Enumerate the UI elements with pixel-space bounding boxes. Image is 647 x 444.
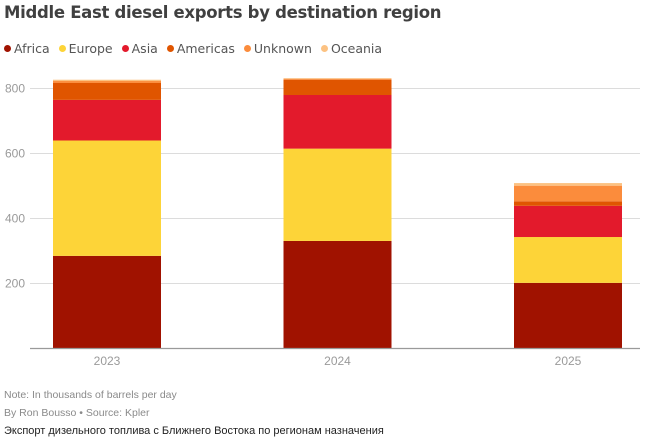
y-tick-label: 200 [5,277,25,291]
stacked-bar-chart: 200 400 600 800 2023 2024 2025 [5,78,640,368]
legend-swatch [121,45,129,52]
bar-segment-asia-2023 [53,99,161,141]
bar-segment-oceania-2025 [514,183,622,186]
x-tick-label: 2025 [555,354,582,368]
bar-segment-africa-2025 [514,282,622,349]
bar-segment-asia-2025 [514,205,622,238]
legend-item-oceania: Oceania [320,41,383,56]
chart-note: Note: In thousands of barrels per day [4,389,177,401]
legend-label: Unknown [253,41,312,56]
bar-segment-oceania-2024 [283,78,392,79]
legend-item-asia: Asia [121,41,158,56]
legend-label: Africa [14,41,50,56]
bar-segment-americas-2024 [283,79,392,95]
bar-segment-europe-2024 [283,148,392,241]
y-tick-label: 600 [5,147,25,161]
bar-segment-unknown-2025 [514,185,622,202]
chart-title: Middle East diesel exports by destinatio… [4,3,442,22]
bar-segment-oceania-2023 [53,79,161,82]
legend-swatch [166,45,174,52]
legend-swatch [320,45,328,52]
bar-segment-asia-2024 [283,95,392,149]
legend-item-unknown: Unknown [243,41,312,56]
bar-segment-unknown-2024 [283,78,392,80]
bar-segment-unknown-2023 [53,81,161,83]
legend-item-europe: Europe [58,41,113,56]
legend-item-americas: Americas [166,41,235,56]
legend-label: Asia [131,41,158,56]
bar-segment-africa-2023 [53,255,161,349]
x-tick-label: 2024 [324,354,351,368]
chart-byline: By Ron Bousso • Source: Kpler [4,407,150,419]
legend-swatch [4,45,11,52]
bar-segment-americas-2025 [514,201,622,206]
legend-label: Europe [68,41,113,56]
legend-label: Oceania [330,41,383,56]
y-tick-label: 800 [5,82,25,96]
bar-segment-europe-2025 [514,237,622,283]
y-tick-label: 400 [5,212,25,226]
legend-item-africa: Africa [4,41,50,56]
bar-segment-africa-2024 [283,240,392,349]
legend-label: Americas [176,41,235,56]
legend: Africa Europe Asia Americas Unknown Ocea… [4,41,391,56]
chart-caption: Экспорт дизельного топлива с Ближнего Во… [4,425,384,437]
legend-swatch [243,45,251,52]
legend-swatch [58,45,66,52]
bar-segment-europe-2023 [53,140,161,256]
bar-segment-americas-2023 [53,82,161,100]
x-tick-label: 2023 [94,354,121,368]
